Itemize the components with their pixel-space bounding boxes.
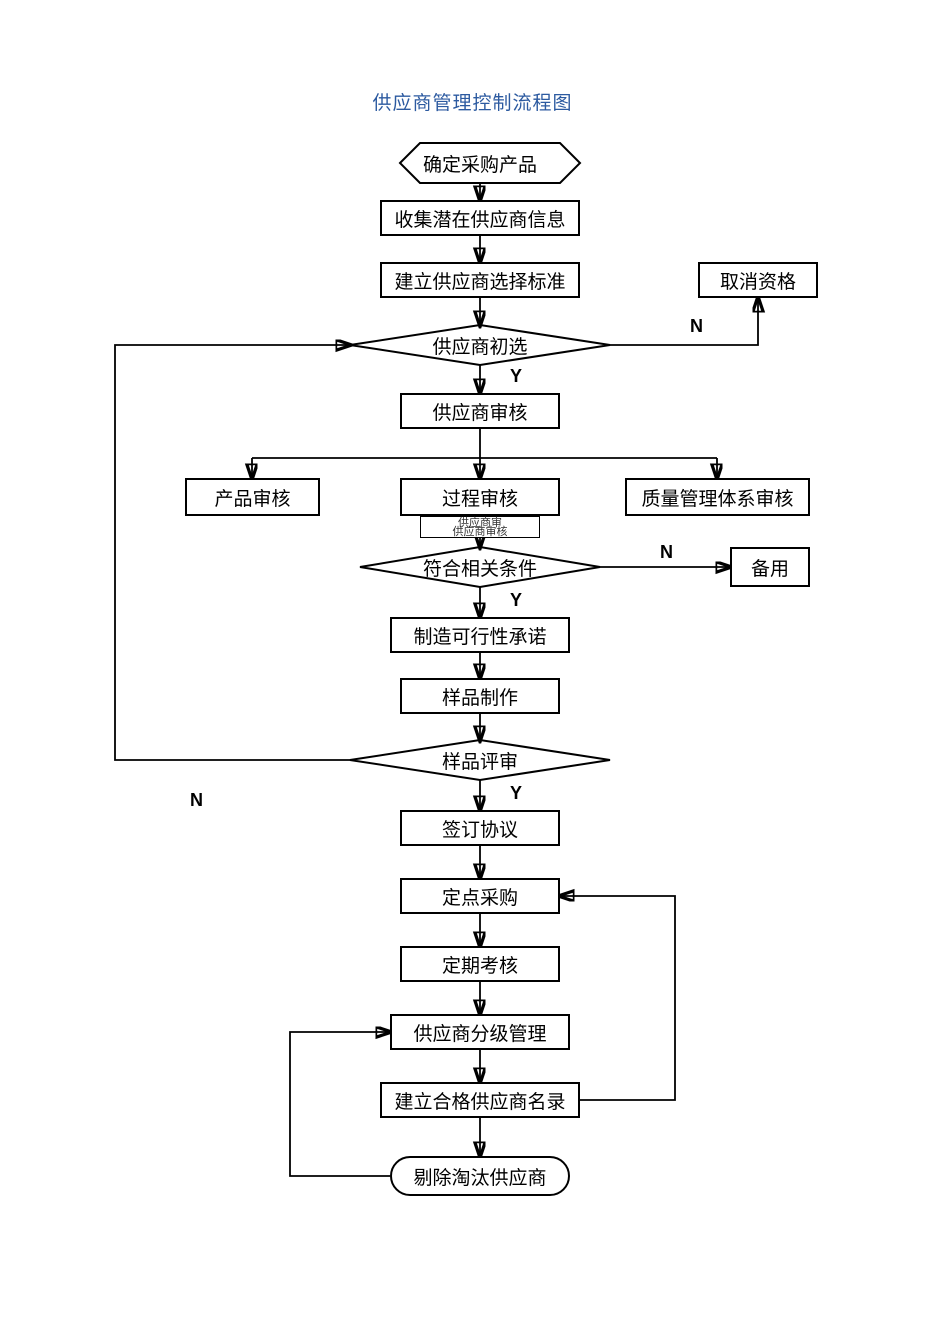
node-label: 收集潜在供应商信息 (394, 205, 565, 232)
node-purchase: 定点采购 (400, 878, 560, 914)
node-conditions: 符合相关条件 (360, 547, 600, 587)
node-label: 制造可行性承诺 (413, 622, 546, 649)
node-label: 确定采购产品 (423, 150, 537, 177)
node-start: 确定采购产品 (380, 143, 580, 183)
label-n: N (190, 790, 203, 811)
node-label: 取消资格 (720, 267, 796, 294)
node-label: 样品制作 (442, 683, 518, 710)
node-criteria: 建立供应商选择标准 (380, 262, 580, 298)
label-y: Y (510, 590, 522, 611)
node-label: 供应商分级管理 (413, 1019, 546, 1046)
label-n: N (660, 542, 673, 563)
page-title: 供应商管理控制流程图 (0, 88, 945, 115)
node-note: 供应商审 供应商审核 (420, 516, 540, 538)
node-label: 剔除淘汰供应商 (413, 1163, 546, 1190)
node-label: 供应商初选 (432, 332, 527, 359)
node-sample-make: 样品制作 (400, 678, 560, 714)
node-feasibility: 制造可行性承诺 (390, 617, 570, 653)
node-eliminate: 剔除淘汰供应商 (390, 1156, 570, 1196)
node-label: 定期考核 (442, 951, 518, 978)
node-qms-audit: 质量管理体系审核 (625, 478, 810, 516)
label-n: N (690, 316, 703, 337)
node-label: 符合相关条件 (423, 554, 537, 581)
node-preselect: 供应商初选 (350, 325, 610, 365)
node-label: 供应商审 供应商审核 (453, 519, 508, 537)
node-process-audit: 过程审核 (400, 478, 560, 516)
node-collect-info: 收集潜在供应商信息 (380, 200, 580, 236)
node-disqualify: 取消资格 (698, 262, 818, 298)
node-product-audit: 产品审核 (185, 478, 320, 516)
node-audit: 供应商审核 (400, 393, 560, 429)
node-label: 样品评审 (442, 747, 518, 774)
label-y: Y (510, 366, 522, 387)
node-label: 定点采购 (442, 883, 518, 910)
node-qualified-list: 建立合格供应商名录 (380, 1082, 580, 1118)
node-label: 备用 (751, 554, 789, 581)
node-sign: 签订协议 (400, 810, 560, 846)
node-periodic: 定期考核 (400, 946, 560, 982)
node-label: 供应商审核 (432, 398, 527, 425)
node-label: 建立合格供应商名录 (394, 1087, 565, 1114)
node-label: 产品审核 (214, 484, 290, 511)
node-label: 过程审核 (442, 484, 518, 511)
node-reserve: 备用 (730, 547, 810, 587)
node-sample-review: 样品评审 (350, 740, 610, 780)
node-grading: 供应商分级管理 (390, 1014, 570, 1050)
node-label: 质量管理体系审核 (641, 484, 793, 511)
node-label: 签订协议 (442, 815, 518, 842)
label-y: Y (510, 783, 522, 804)
node-label: 建立供应商选择标准 (394, 267, 565, 294)
